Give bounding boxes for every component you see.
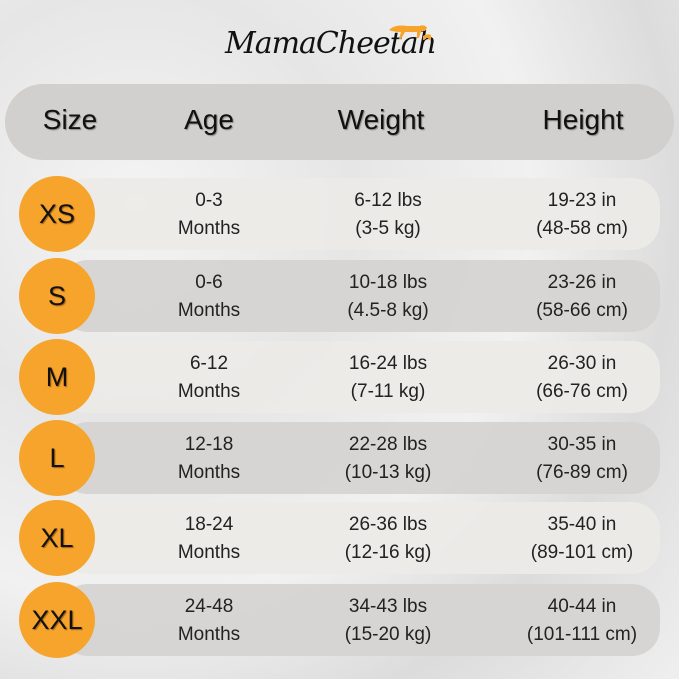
- header-height: Height: [542, 104, 624, 135]
- table-row: 24-48 Months 34-43 lbs (15-20 kg) 40-44 in (1…: [60, 584, 660, 656]
- weight-line: 16-24 lbs: [348, 353, 428, 374]
- height-line: (58-66 cm): [536, 300, 628, 321]
- age-line: 18-24: [184, 514, 234, 535]
- height-line: (48-58 cm): [536, 218, 628, 239]
- weight-line: 22-28 lbs: [348, 434, 428, 455]
- height-line: 23-26 in: [547, 272, 617, 293]
- height-line: 30-35 in: [547, 434, 617, 455]
- cell-age: 6-12 Months: [178, 350, 240, 406]
- cell-weight: 10-18 lbs (4.5-8 kg): [347, 269, 428, 325]
- size-badge: XS: [19, 176, 95, 252]
- table-row: 0-6 Months 10-18 lbs (4.5-8 kg) 23-26 in (58-…: [60, 260, 660, 332]
- size-badge: M: [19, 339, 95, 415]
- cell-age: 0-3 Months: [178, 187, 240, 243]
- header-weight: Weight: [337, 104, 425, 135]
- table-row: 0-3 Months 6-12 lbs (3-5 kg) 19-23 in (48-58 …: [60, 178, 660, 250]
- cell-age: 0-6 Months: [178, 269, 240, 325]
- table-row: 12-18 Months 22-28 lbs (10-13 kg) 30-35 in (7…: [60, 422, 660, 494]
- header-size: Size: [42, 104, 98, 135]
- cheetah-icon: [389, 25, 431, 40]
- height-line: (66-76 cm): [536, 381, 628, 402]
- brand-logo: MamaCheetah: [225, 18, 455, 68]
- age-line: Months: [177, 542, 241, 563]
- size-badge: XL: [19, 500, 95, 576]
- age-line: 0-6: [195, 272, 223, 293]
- weight-line: 34-43 lbs: [348, 596, 428, 617]
- table-row: 18-24 Months 26-36 lbs (12-16 kg) 35-40 in (8…: [60, 502, 660, 574]
- cell-age: 24-48 Months: [178, 593, 240, 649]
- height-line: 26-30 in: [547, 353, 617, 374]
- size-badge: S: [19, 258, 95, 334]
- cell-weight: 34-43 lbs (15-20 kg): [345, 593, 432, 649]
- weight-line: (15-20 kg): [344, 624, 432, 645]
- age-line: Months: [177, 300, 241, 321]
- weight-line: 6-12 lbs: [354, 190, 422, 211]
- age-line: 6-12: [189, 353, 229, 374]
- height-line: (89-101 cm): [530, 542, 634, 563]
- cell-height: 19-23 in (48-58 cm): [536, 187, 628, 243]
- weight-line: (12-16 kg): [344, 542, 432, 563]
- age-line: 24-48: [184, 596, 234, 617]
- table-row: 6-12 Months 16-24 lbs (7-11 kg) 26-30 in (66-…: [60, 341, 660, 413]
- weight-line: 10-18 lbs: [348, 272, 428, 293]
- height-line: 40-44 in: [547, 596, 617, 617]
- cell-height: 26-30 in (66-76 cm): [536, 350, 628, 406]
- age-line: Months: [177, 218, 241, 239]
- cell-height: 23-26 in (58-66 cm): [536, 269, 628, 325]
- height-line: 19-23 in: [547, 190, 617, 211]
- cell-weight: 6-12 lbs (3-5 kg): [354, 187, 422, 243]
- age-line: Months: [177, 462, 241, 483]
- cell-weight: 16-24 lbs (7-11 kg): [349, 350, 427, 406]
- age-line: Months: [177, 624, 241, 645]
- weight-line: (4.5-8 kg): [347, 300, 429, 321]
- cell-age: 12-18 Months: [178, 431, 240, 487]
- weight-line: 26-36 lbs: [348, 514, 428, 535]
- height-line: (101-111 cm): [526, 624, 638, 645]
- height-line: (76-89 cm): [536, 462, 628, 483]
- cell-height: 40-44 in (101-111 cm): [527, 593, 637, 649]
- size-badge: XXL: [19, 582, 95, 658]
- age-line: Months: [177, 381, 241, 402]
- height-line: 35-40 in: [547, 514, 617, 535]
- size-badge: L: [19, 420, 95, 496]
- age-line: 0-3: [195, 190, 223, 211]
- cell-weight: 22-28 lbs (10-13 kg): [345, 431, 432, 487]
- cell-height: 35-40 in (89-101 cm): [531, 511, 633, 567]
- cell-weight: 26-36 lbs (12-16 kg): [345, 511, 432, 567]
- cell-height: 30-35 in (76-89 cm): [536, 431, 628, 487]
- cell-age: 18-24 Months: [178, 511, 240, 567]
- weight-line: (3-5 kg): [355, 218, 421, 239]
- weight-line: (7-11 kg): [350, 381, 426, 402]
- header-age: Age: [184, 104, 234, 135]
- age-line: 12-18: [184, 434, 234, 455]
- table-header: Size Age Weight Height: [5, 84, 674, 160]
- weight-line: (10-13 kg): [344, 462, 432, 483]
